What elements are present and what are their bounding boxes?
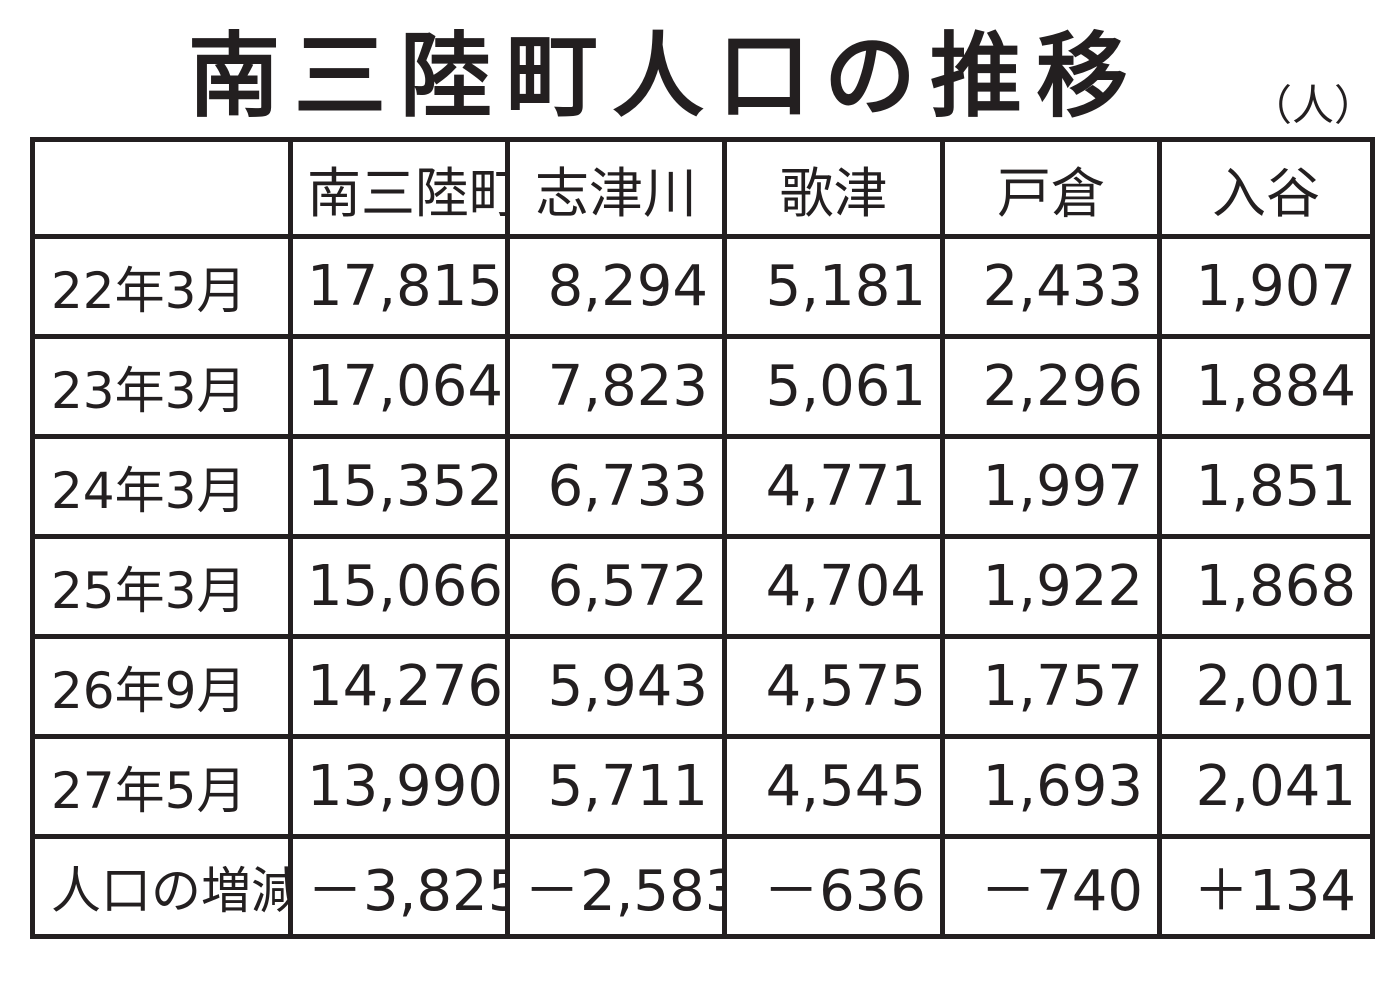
row-label: 27年5月 [30,734,293,839]
column-header: 南三陸町 [288,137,510,239]
cell: －3,825 [288,834,510,939]
corner-cell [30,137,293,239]
cell: 5,181 [722,234,945,339]
cell: 17,064 [288,334,510,439]
cell: 4,771 [722,434,945,539]
cell: 6,733 [505,434,727,539]
cell: 7,823 [505,334,727,439]
table-row: 24年3月 15,352 6,733 4,771 1,997 1,851 [30,434,1375,539]
cell: 4,704 [722,534,945,639]
cell: 5,711 [505,734,727,839]
cell: 1,851 [1157,434,1375,539]
cell: 5,061 [722,334,945,439]
cell: 17,815 [288,234,510,339]
column-header: 志津川 [505,137,727,239]
table-row: 26年9月 14,276 5,943 4,575 1,757 2,001 [30,634,1375,739]
cell: 4,575 [722,634,945,739]
cell: 1,868 [1157,534,1375,639]
cell: 1,907 [1157,234,1375,339]
cell: －740 [940,834,1162,939]
cell: 1,884 [1157,334,1375,439]
header-row: 南三陸町 志津川 歌津 戸倉 入谷 [30,137,1375,239]
cell: ＋134 [1157,834,1375,939]
cell: 15,352 [288,434,510,539]
column-header: 戸倉 [940,137,1162,239]
cell: －2,583 [505,834,727,939]
row-label: 25年3月 [30,534,293,639]
cell: 2,433 [940,234,1162,339]
cell: 4,545 [722,734,945,839]
unit: （人） [1250,81,1377,130]
table-row: 22年3月 17,815 8,294 5,181 2,433 1,907 [30,234,1375,339]
cell: 14,276 [288,634,510,739]
row-label: 22年3月 [30,234,293,339]
table-row: 27年5月 13,990 5,711 4,545 1,693 2,041 [30,734,1375,839]
cell: －636 [722,834,945,939]
row-label: 24年3月 [30,434,293,539]
cell: 1,693 [940,734,1162,839]
cell: 2,041 [1157,734,1375,839]
cell: 5,943 [505,634,727,739]
table-row: 人口の増減 －3,825 －2,583 －636 －740 ＋134 [30,834,1375,939]
row-label: 23年3月 [30,334,293,439]
column-header: 歌津 [722,137,945,239]
table-body: 22年3月 17,815 8,294 5,181 2,433 1,907 23年3月 17,0… [30,234,1375,939]
cell: 1,757 [940,634,1162,739]
cell: 2,296 [940,334,1162,439]
title: 南三陸町人口の推移 [187,23,1142,130]
table-row: 23年3月 17,064 7,823 5,061 2,296 1,884 [30,334,1375,439]
cell: 1,997 [940,434,1162,539]
cell: 6,572 [505,534,727,639]
table-row: 25年3月 15,066 6,572 4,704 1,922 1,868 [30,534,1375,639]
cell: 1,922 [940,534,1162,639]
column-header: 入谷 [1157,137,1375,239]
cell: 15,066 [288,534,510,639]
population-table: 南三陸町 志津川 歌津 戸倉 入谷 22年3月 17,815 8,294 5,181 2,433… [30,137,1375,939]
cell: 13,990 [288,734,510,839]
cell: 8,294 [505,234,727,339]
cell: 2,001 [1157,634,1375,739]
row-label: 26年9月 [30,634,293,739]
row-label: 人口の増減 [30,834,293,939]
